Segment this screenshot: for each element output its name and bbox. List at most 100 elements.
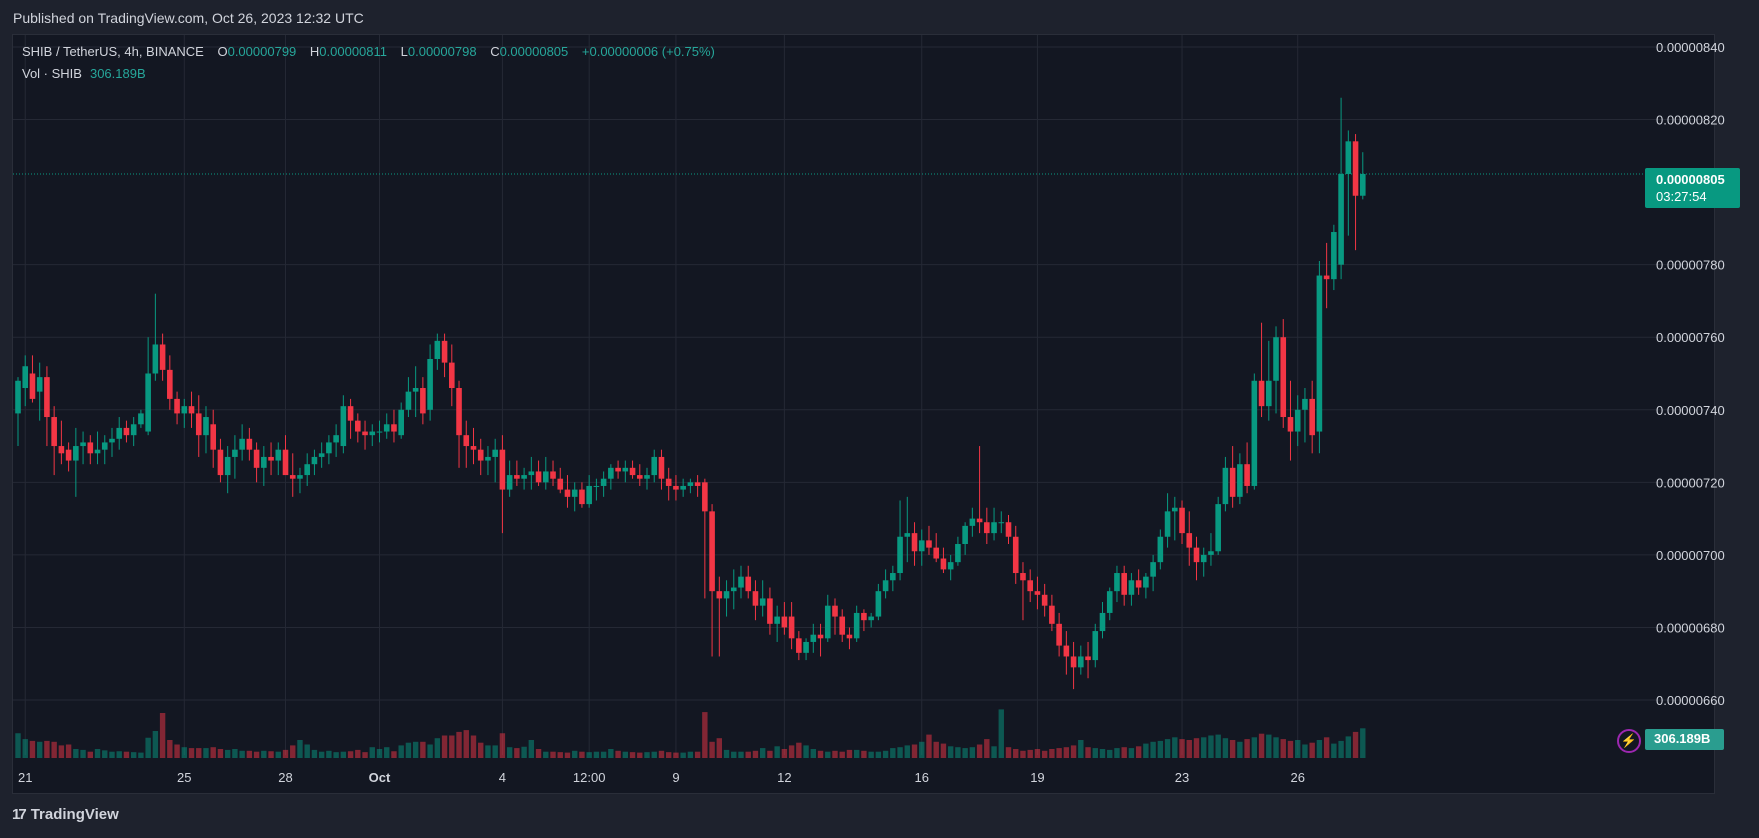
candle-body: [557, 478, 564, 490]
chart-pane[interactable]: [12, 34, 1715, 794]
volume-bar: [1193, 738, 1200, 758]
volume-bar: [340, 751, 347, 758]
tradingview-mark-icon: 17: [12, 806, 27, 823]
volume-bar: [87, 751, 93, 758]
volume-bar: [637, 752, 643, 758]
candle-body: [1237, 464, 1243, 497]
volume-bar: [1157, 740, 1164, 758]
candle-body: [138, 413, 144, 425]
candle-body: [1316, 275, 1323, 432]
candle-body: [1121, 573, 1127, 595]
candle-body: [1309, 398, 1315, 436]
time-axis-label: 23: [1175, 770, 1189, 785]
volume-bar: [318, 751, 325, 758]
candle-body: [868, 616, 874, 621]
volume-bar: [1258, 733, 1265, 758]
candle-body: [188, 406, 195, 414]
candle-body: [355, 420, 361, 432]
volume-bar: [694, 751, 701, 758]
volume-bar: [188, 748, 195, 758]
volume-bar: [196, 748, 202, 758]
candle-body: [1150, 562, 1156, 577]
volume-bar: [1237, 741, 1243, 758]
volume-bar: [1020, 750, 1026, 758]
candle-body: [904, 533, 911, 537]
volume-bar: [449, 735, 455, 758]
volume-bar: [1316, 740, 1323, 758]
candle-body: [1200, 554, 1207, 563]
candle-body: [550, 471, 556, 479]
volume-bar: [622, 751, 629, 758]
lightning-icon[interactable]: ⚡: [1617, 729, 1641, 753]
candle-body: [485, 456, 491, 461]
candle-body: [1208, 551, 1214, 555]
candle-body: [615, 467, 621, 472]
candle-body: [767, 598, 773, 624]
candle-body: [608, 467, 614, 479]
candle-body: [333, 435, 339, 443]
volume-bar: [239, 750, 245, 758]
volume-bar: [875, 751, 882, 758]
volume-bar: [817, 750, 824, 758]
volume-bar: [1273, 737, 1279, 758]
volume-bar: [311, 749, 318, 758]
volume-bar: [969, 747, 976, 758]
symbol-label[interactable]: SHIB / TetherUS, 4h, BINANCE: [22, 44, 204, 59]
time-axis-label: 4: [499, 770, 506, 785]
candle-body: [1359, 173, 1366, 196]
price-axis-label: 0.00000820: [1656, 113, 1725, 128]
volume-bar: [94, 749, 101, 758]
candle-body: [998, 522, 1005, 524]
last-price-value: 0.00000805: [1656, 172, 1725, 187]
candle-body: [1265, 380, 1272, 407]
price-axis-label: 0.00000700: [1656, 548, 1725, 563]
volume-bar: [434, 738, 441, 758]
candle-body: [268, 456, 274, 461]
candle-body: [427, 358, 433, 410]
candle-body: [304, 464, 310, 476]
volume-bar: [586, 752, 592, 758]
volume-bar: [1186, 740, 1192, 758]
candle-body: [658, 456, 665, 479]
candle-body: [579, 489, 585, 505]
volume-label[interactable]: Vol · SHIB: [22, 66, 82, 81]
volume-bar: [427, 744, 433, 758]
volume-bar: [962, 748, 968, 758]
candle-body: [311, 456, 318, 465]
candle-body: [326, 442, 332, 454]
volume-bar: [116, 751, 122, 758]
candle-body: [745, 576, 752, 592]
candle-body: [463, 435, 470, 447]
volume-bar: [1150, 741, 1156, 758]
volume-bar: [1280, 739, 1286, 758]
time-axis-label: 28: [278, 770, 292, 785]
time-axis-label: 25: [177, 770, 191, 785]
tradingview-logo[interactable]: 17 TradingView: [12, 806, 119, 823]
candle-body: [1092, 631, 1099, 661]
candle-body: [456, 388, 462, 436]
candle-body: [991, 522, 997, 534]
candle-body: [1034, 591, 1041, 595]
volume-bar: [347, 751, 354, 758]
time-axis-label: 26: [1290, 770, 1304, 785]
volume-bar: [224, 749, 231, 758]
candle-body: [1020, 573, 1026, 581]
candle-body: [846, 634, 853, 639]
volume-bar: [1078, 740, 1084, 758]
candle-body: [506, 475, 513, 490]
candle-body: [636, 475, 643, 479]
volume-bar: [521, 746, 527, 758]
volume-bar: [846, 749, 853, 758]
volume-bar: [572, 750, 578, 758]
candle-body: [600, 478, 607, 486]
candle-body: [261, 456, 267, 468]
volume-bar: [557, 752, 563, 758]
volume-bar: [767, 750, 773, 758]
candle-body: [275, 449, 282, 461]
candle-body: [51, 417, 57, 447]
volume-bar: [102, 750, 108, 758]
volume-bar: [564, 752, 571, 758]
candle-body: [116, 427, 123, 439]
candle-body: [1099, 612, 1106, 632]
